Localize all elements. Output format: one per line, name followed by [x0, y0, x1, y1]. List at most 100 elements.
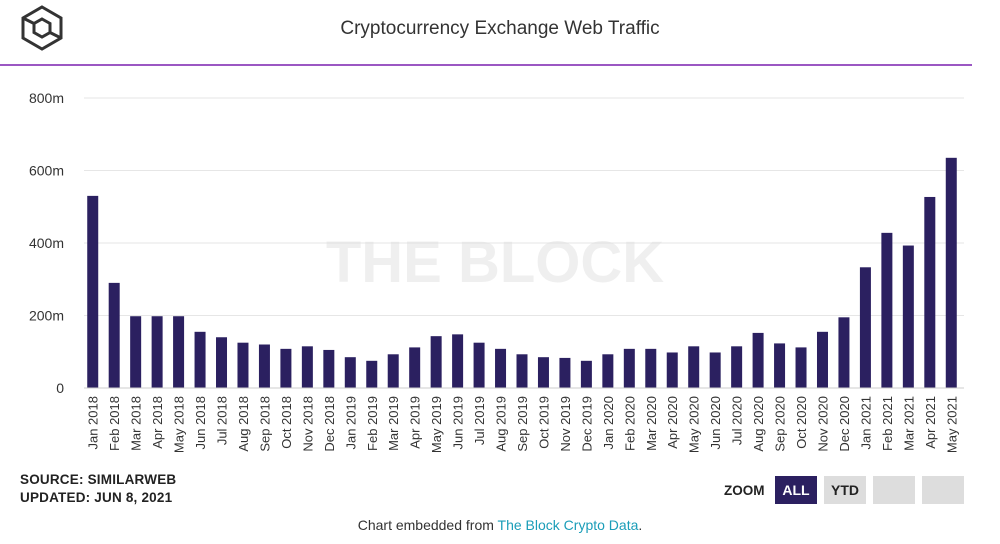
zoom-ytd-button[interactable]: YTD [824, 476, 866, 504]
bar[interactable] [945, 157, 957, 388]
zoom-option-button-2[interactable] [922, 476, 964, 504]
bar[interactable] [838, 317, 850, 388]
x-tick-label: Oct 2018 [279, 396, 294, 449]
x-tick-label: Feb 2020 [622, 396, 637, 451]
bar[interactable] [666, 352, 678, 388]
x-tick-label: Jul 2018 [215, 396, 230, 445]
x-tick-label: Mar 2018 [129, 396, 144, 451]
x-tick-label: Mar 2019 [386, 396, 401, 451]
y-tick-label: 0 [56, 380, 64, 396]
x-tick-label: Sep 2020 [773, 396, 788, 452]
x-tick-label: Jul 2020 [730, 396, 745, 445]
bar[interactable] [194, 331, 206, 388]
bar[interactable] [151, 316, 163, 388]
bar[interactable] [409, 347, 421, 388]
x-tick-label: Oct 2019 [536, 396, 551, 449]
bar[interactable] [774, 343, 786, 388]
bar[interactable] [559, 357, 571, 388]
x-tick-label: Dec 2019 [579, 396, 594, 452]
bar[interactable] [452, 334, 464, 388]
bar[interactable] [130, 316, 142, 388]
bar[interactable] [108, 282, 120, 388]
bar[interactable] [623, 348, 635, 388]
updated-note: UPDATED: JUN 8, 2021 [20, 490, 173, 505]
bar[interactable] [580, 360, 592, 388]
x-tick-label: Sep 2018 [257, 396, 272, 452]
watermark: THE BLOCK [326, 230, 664, 295]
y-tick-label: 800m [29, 90, 64, 106]
zoom-option-button-1[interactable] [873, 476, 915, 504]
x-tick-label: Jul 2019 [472, 396, 487, 445]
x-tick-label: Feb 2019 [365, 396, 380, 451]
bar[interactable] [280, 348, 292, 388]
bar[interactable] [537, 357, 549, 388]
y-tick-label: 200m [29, 308, 64, 324]
bar[interactable] [795, 347, 807, 388]
title-divider [0, 64, 972, 66]
bar[interactable] [387, 354, 399, 388]
x-tick-label: May 2018 [172, 396, 187, 453]
bar[interactable] [816, 331, 828, 388]
x-tick-label: Jun 2019 [451, 396, 466, 450]
x-tick-label: May 2019 [429, 396, 444, 453]
bar[interactable] [323, 349, 335, 388]
x-tick-label: Mar 2021 [901, 396, 916, 451]
x-tick-label: Apr 2018 [150, 396, 165, 449]
y-axis-ticks: 0 200m 400m 600m 800m [29, 90, 64, 396]
x-axis-ticks: Jan 2018 Feb 2018 Mar 2018 Apr 2018 May 2018… [86, 396, 960, 453]
bar[interactable] [709, 352, 721, 388]
x-tick-label: Nov 2019 [558, 396, 573, 452]
the-block-data-link[interactable]: The Block Crypto Data [497, 517, 639, 533]
x-tick-label: Dec 2018 [322, 396, 337, 452]
x-tick-label: Feb 2021 [880, 396, 895, 451]
bar[interactable] [859, 267, 871, 388]
bar[interactable] [516, 354, 528, 388]
bar[interactable] [344, 357, 356, 388]
bar[interactable] [602, 354, 614, 388]
y-tick-label: 400m [29, 235, 64, 251]
x-tick-label: Sep 2019 [515, 396, 530, 452]
x-tick-label: Aug 2020 [751, 396, 766, 452]
bar[interactable] [366, 360, 378, 388]
bar[interactable] [216, 337, 228, 388]
bar[interactable] [645, 348, 657, 388]
the-block-logo-icon [21, 5, 63, 51]
zoom-label: ZOOM [724, 483, 765, 498]
x-tick-label: Aug 2018 [236, 396, 251, 452]
chart-title: Cryptocurrency Exchange Web Traffic [340, 18, 660, 39]
bar[interactable] [495, 348, 507, 388]
x-tick-label: Dec 2020 [837, 396, 852, 452]
x-tick-label: Jan 2019 [343, 396, 358, 450]
x-tick-label: Jan 2021 [858, 396, 873, 450]
x-tick-label: Nov 2020 [815, 396, 830, 452]
x-tick-label: Jun 2020 [708, 396, 723, 450]
bar-chart: THE BLOCK 0 200m 400m 600m 800m Jan 2018 Feb … [29, 90, 964, 453]
embed-credit: Chart embedded from The Block Crypto Dat… [0, 517, 1000, 533]
bar[interactable] [902, 245, 914, 388]
x-tick-label: Apr 2019 [408, 396, 423, 449]
x-tick-label: Mar 2020 [644, 396, 659, 451]
bar[interactable] [752, 332, 764, 388]
bar[interactable] [301, 346, 313, 388]
zoom-all-button[interactable]: ALL [775, 476, 817, 504]
y-tick-label: 600m [29, 163, 64, 179]
bar[interactable] [430, 336, 442, 388]
bar[interactable] [473, 342, 485, 388]
bar[interactable] [173, 316, 185, 388]
x-tick-label: Feb 2018 [107, 396, 122, 451]
bar[interactable] [237, 342, 249, 388]
bar[interactable] [688, 346, 700, 388]
x-tick-label: May 2021 [944, 396, 959, 453]
embed-suffix: . [638, 517, 643, 533]
x-tick-label: May 2020 [687, 396, 702, 453]
bar[interactable] [258, 344, 270, 389]
embed-prefix: Chart embedded from [357, 517, 498, 533]
x-tick-label: Nov 2018 [300, 396, 315, 452]
bar[interactable] [924, 196, 936, 388]
x-tick-label: Jun 2018 [193, 396, 208, 450]
bar[interactable] [881, 232, 893, 388]
x-tick-label: Apr 2021 [923, 396, 938, 449]
x-tick-label: Jan 2018 [86, 396, 101, 450]
bar[interactable] [731, 346, 743, 388]
bar[interactable] [87, 195, 99, 388]
